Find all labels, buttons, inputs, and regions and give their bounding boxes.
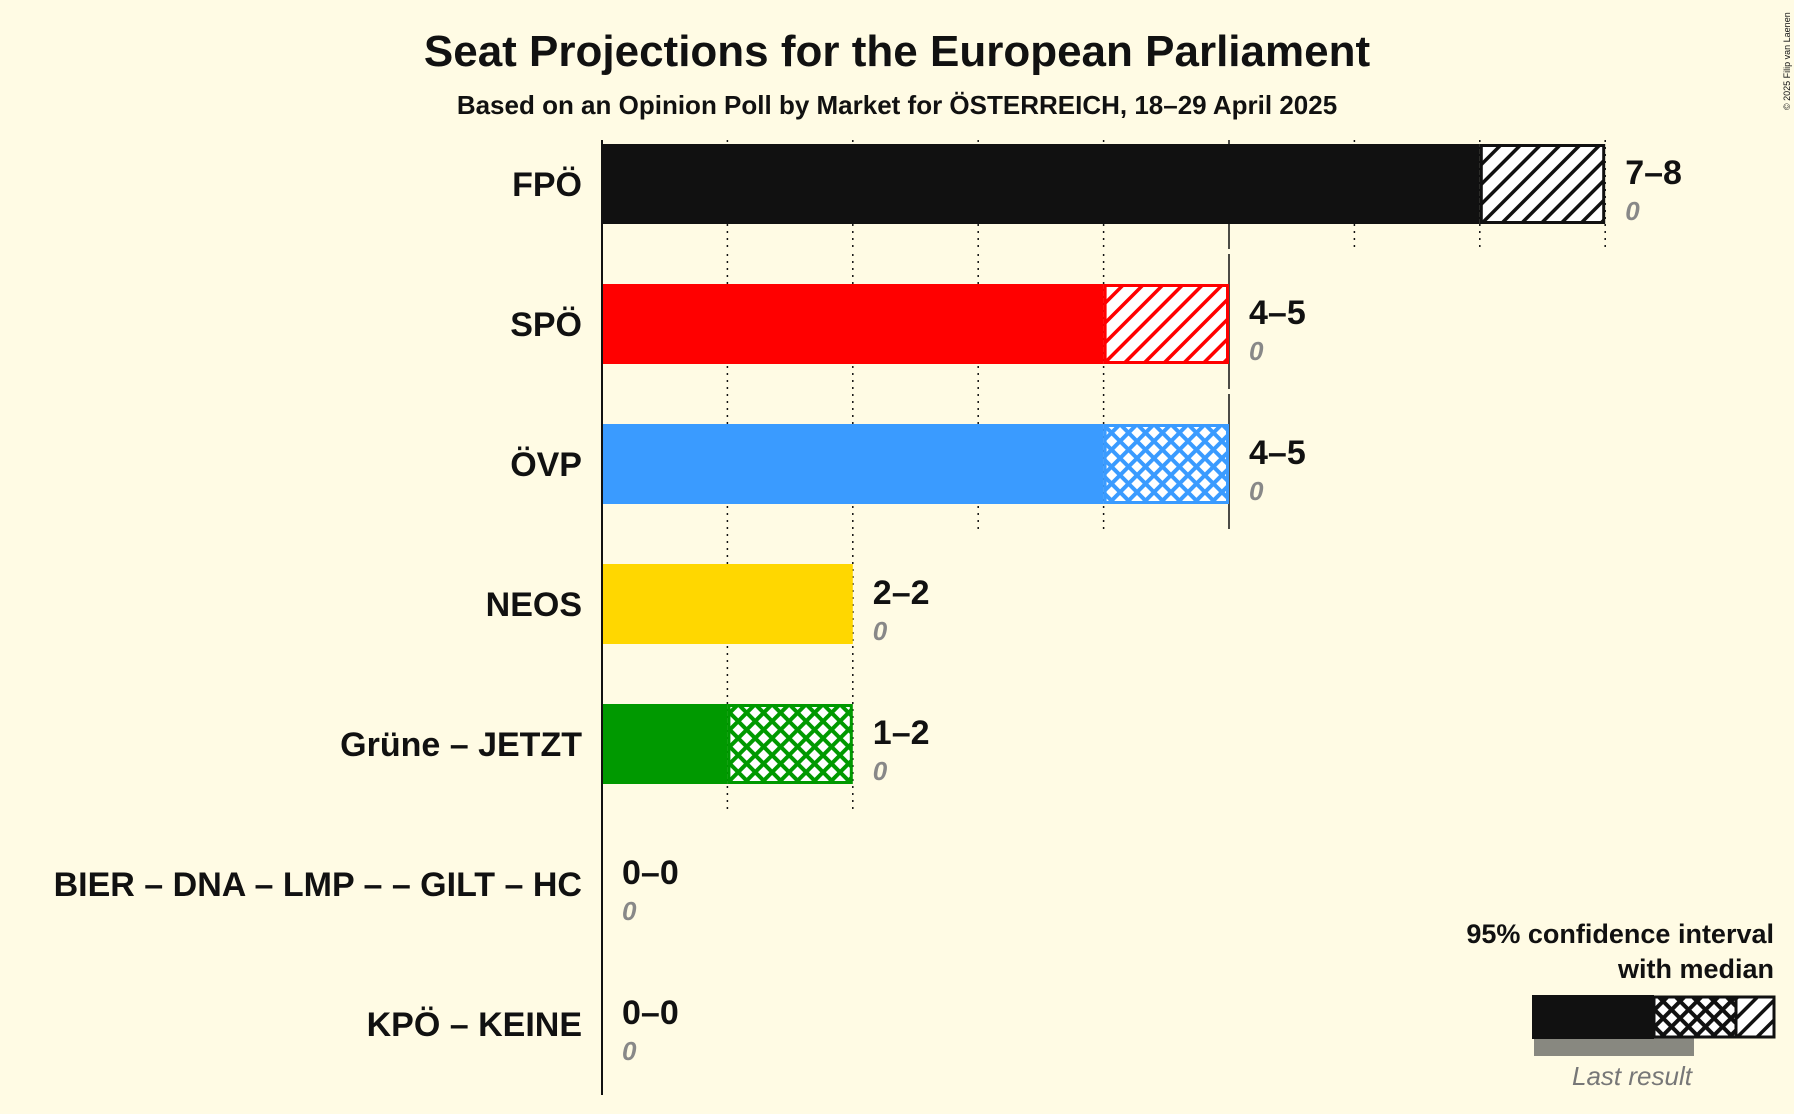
last-result-label: 0 xyxy=(1249,336,1264,366)
last-result-label: 0 xyxy=(873,756,888,786)
chart-title: Seat Projections for the European Parlia… xyxy=(424,27,1371,76)
legend-title-line2: with median xyxy=(1617,954,1774,984)
bar-crosshatch xyxy=(727,704,853,784)
bar-solid xyxy=(602,284,1104,364)
bar-solid xyxy=(602,564,853,644)
legend-last-result-label: Last result xyxy=(1572,1061,1694,1091)
chart-subtitle: Based on an Opinion Poll by Market for Ö… xyxy=(457,90,1337,120)
last-result-label: 0 xyxy=(1625,196,1640,226)
bar-solid xyxy=(602,424,1104,504)
bar-crosshatch xyxy=(1103,424,1229,504)
bar-diagonal xyxy=(1479,144,1606,224)
last-result-label: 0 xyxy=(1249,476,1264,506)
legend-solid-bar xyxy=(1532,995,1654,1039)
range-label: 0–0 xyxy=(622,994,679,1032)
range-label: 4–5 xyxy=(1249,434,1306,472)
legend-crosshatch-bar xyxy=(1652,995,1738,1039)
party-label: NEOS xyxy=(486,586,582,624)
party-label: SPÖ xyxy=(510,306,582,344)
bar-solid xyxy=(602,704,728,784)
range-label: 1–2 xyxy=(873,714,930,752)
legend-diagonal-bar xyxy=(1734,995,1776,1039)
party-label: Grüne – JETZT xyxy=(340,726,582,764)
bar-solid xyxy=(602,144,1480,224)
last-result-label: 0 xyxy=(622,1036,637,1066)
range-label: 0–0 xyxy=(622,854,679,892)
copyright-note: © 2025 Filip van Laenen xyxy=(1782,12,1792,110)
range-label: 7–8 xyxy=(1625,154,1682,192)
range-label: 4–5 xyxy=(1249,294,1306,332)
last-result-label: 0 xyxy=(873,616,888,646)
legend-title-line1: 95% confidence interval xyxy=(1466,919,1774,949)
party-label: FPÖ xyxy=(512,166,582,204)
bars-group: FPÖ 7–8 0 SPÖ 4–5 0 ÖVP 4–5 0 NEOS 2–2 0 Grüne – JET… xyxy=(54,144,1682,1066)
party-label: ÖVP xyxy=(510,446,582,484)
grid-lines xyxy=(726,140,1606,809)
range-label: 2–2 xyxy=(873,574,930,612)
legend-last-result-bar xyxy=(1534,1038,1694,1056)
party-label: KPÖ – KEINE xyxy=(367,1006,582,1044)
last-result-label: 0 xyxy=(622,896,637,926)
bar-diagonal xyxy=(1103,284,1229,364)
legend: 95% confidence interval with median Last… xyxy=(1466,919,1776,1091)
party-label: BIER – DNA – LMP – – GILT – HC xyxy=(54,866,582,904)
